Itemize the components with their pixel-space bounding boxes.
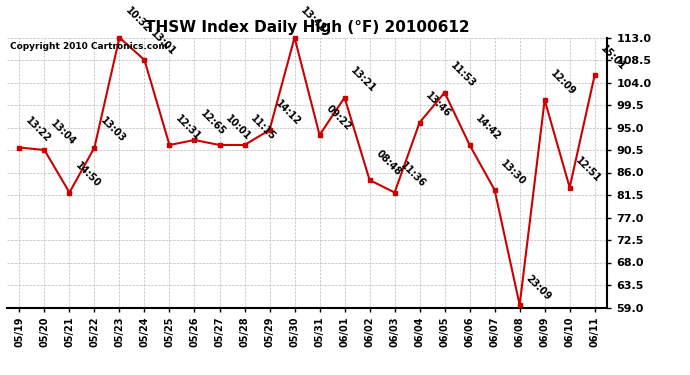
Text: 14:12: 14:12 (274, 98, 303, 127)
Text: 08:48: 08:48 (374, 148, 403, 177)
Text: 12:51: 12:51 (574, 156, 603, 185)
Text: 14:42: 14:42 (474, 113, 503, 142)
Text: 15:01: 15:01 (599, 43, 628, 72)
Text: 13:04: 13:04 (48, 118, 77, 147)
Text: 13:46: 13:46 (424, 91, 453, 120)
Text: 12:31: 12:31 (174, 113, 203, 142)
Text: 23:09: 23:09 (524, 273, 553, 302)
Text: 13:21: 13:21 (348, 66, 377, 95)
Text: 11:15: 11:15 (248, 113, 277, 142)
Text: 13:01: 13:01 (148, 28, 177, 57)
Text: 13:30: 13:30 (499, 158, 528, 187)
Text: 10:32: 10:32 (124, 6, 152, 35)
Title: THSW Index Daily High (°F) 20100612: THSW Index Daily High (°F) 20100612 (145, 20, 469, 35)
Text: 11:36: 11:36 (399, 161, 428, 190)
Text: 10:01: 10:01 (224, 113, 253, 142)
Text: 14:50: 14:50 (74, 161, 103, 190)
Text: 11:53: 11:53 (448, 61, 477, 90)
Text: 12:65: 12:65 (199, 108, 228, 137)
Text: 12:09: 12:09 (549, 68, 578, 97)
Text: Copyright 2010 Cartronics.com: Copyright 2010 Cartronics.com (10, 42, 168, 51)
Text: 13:03: 13:03 (99, 116, 128, 145)
Text: 13:42: 13:42 (299, 6, 328, 35)
Text: 13:22: 13:22 (23, 116, 52, 145)
Text: 09:22: 09:22 (324, 103, 353, 132)
